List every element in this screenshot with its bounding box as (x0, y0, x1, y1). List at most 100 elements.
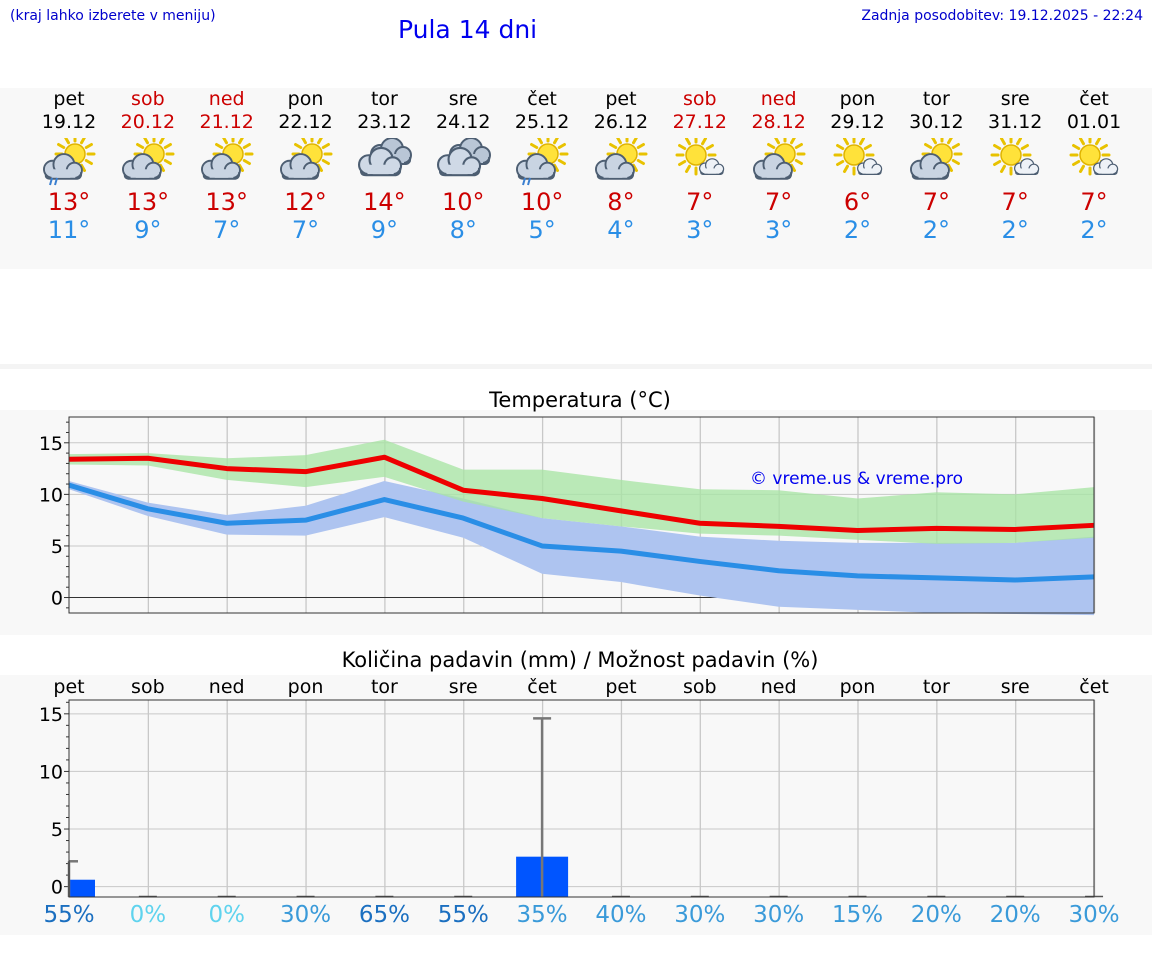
location-hint: (kraj lahko izberete v meniju) (10, 8, 216, 24)
max-temperature: 7° (1080, 188, 1108, 216)
day-of-week: ned (760, 88, 797, 110)
max-temperature: 13° (126, 188, 170, 216)
max-temperature: 7° (922, 188, 950, 216)
day-of-week: pet (605, 88, 637, 110)
day-of-week: ned (208, 88, 245, 110)
cloudy-icon (358, 138, 413, 177)
watermark: © vreme.us & vreme.pro (750, 469, 963, 489)
temperature-chart-title: Temperatura (°C) (489, 388, 671, 412)
day-column: pon 29.12 6° 2° (818, 88, 898, 244)
precip-x-label: ned (209, 676, 245, 698)
day-of-week: sob (683, 88, 717, 110)
sun-small-cloud-icon (1069, 138, 1119, 176)
precip-probability: 15% (831, 902, 884, 928)
min-temperature-line (68, 482, 1095, 583)
temperature-y-tick-label: 10 (39, 484, 63, 506)
precip-probability: 55% (43, 902, 95, 928)
sun-small-cloud-icon (990, 138, 1040, 176)
page-title: Pula 14 dni (398, 15, 538, 44)
day-of-week: pon (287, 88, 324, 110)
sun-cloud-icon (279, 138, 333, 180)
min-temperature: 7° (213, 216, 241, 244)
max-temperature: 10° (520, 188, 564, 216)
day-date: 19.12 (41, 111, 97, 133)
precip-probability: 55% (437, 902, 489, 928)
min-temperature: 9° (370, 216, 399, 244)
min-temperature: 3° (765, 216, 793, 244)
day-date: 27.12 (672, 111, 727, 133)
day-date: 25.12 (514, 111, 570, 133)
precip-x-label: sob (683, 676, 717, 698)
sun-small-cloud-icon (833, 138, 882, 176)
day-of-week: sob (131, 88, 165, 110)
precip-probability: 0% (129, 902, 167, 928)
precip-x-label: pon (288, 676, 324, 698)
forecast-band (0, 88, 1152, 269)
precip-x-label: tor (923, 676, 950, 698)
day-column: sre 31.12 7° 2° (975, 88, 1055, 244)
sun-cloud-rain-icon (516, 138, 569, 186)
min-temperature: 7° (291, 216, 320, 244)
sun-cloud-icon (752, 138, 806, 180)
day-date: 30.12 (909, 111, 964, 133)
day-of-week: čet (1079, 88, 1109, 110)
precip-y-tick-label: 5 (51, 819, 63, 841)
precip-y-tick-label: 0 (51, 877, 63, 899)
temperature-plot-frame (68, 416, 1095, 614)
max-temperature: 7° (1001, 188, 1029, 216)
day-of-week: pet (53, 88, 85, 110)
sun-cloud-icon (121, 138, 175, 180)
min-temperature: 2° (843, 216, 872, 244)
min-temperature: 5° (528, 216, 556, 244)
sun-cloud-icon (200, 138, 254, 180)
day-date: 26.12 (593, 111, 649, 133)
max-temperature: 14° (363, 188, 406, 216)
day-date: 22.12 (278, 111, 333, 133)
precip-probability: 30% (279, 902, 332, 928)
max-temperature: 8° (607, 188, 635, 216)
day-date: 31.12 (987, 111, 1043, 133)
max-temperature: 12° (284, 188, 327, 216)
sun-cloud-icon (594, 138, 648, 180)
max-temperature-line (68, 454, 1095, 533)
day-column: ned 28.12 7° 3° (739, 88, 819, 244)
precip-x-label: sre (1001, 676, 1030, 698)
precip-bar (69, 879, 95, 897)
min-temperature: 3° (686, 216, 714, 244)
day-of-week: sre (448, 88, 478, 110)
temperature-y-tick-label: 0 (51, 588, 63, 610)
day-column: tor 23.12 14° 9° (344, 88, 424, 244)
day-column: sob 20.12 13° 9° (108, 88, 188, 244)
precip-probability: 30% (674, 902, 726, 928)
precip-probability: 20% (989, 902, 1041, 928)
max-temperature: 13° (205, 188, 248, 216)
precip-probability: 35% (516, 902, 568, 928)
precip-x-label: sre (449, 676, 478, 698)
precip-y-tick-label: 15 (39, 704, 63, 726)
day-date: 24.12 (436, 111, 491, 133)
max-temperature: 13° (47, 188, 91, 216)
precip-y-tick-label: 10 (39, 761, 63, 783)
max-temperature: 10° (441, 188, 485, 216)
precip-probability: 30% (753, 902, 805, 928)
day-of-week: tor (922, 88, 950, 110)
precip-plot-area (69, 700, 1094, 897)
precip-probability: 40% (595, 902, 647, 928)
precip-probability: 20% (910, 902, 962, 928)
day-column: tor 30.12 7° 2° (896, 88, 976, 244)
day-column: pon 22.12 12° 7° (266, 88, 346, 244)
precip-x-label: čet (1079, 676, 1109, 698)
separator (0, 364, 1152, 369)
min-temperature: 2° (1001, 216, 1029, 244)
precip-probability: 65% (358, 902, 410, 928)
precip-chart-title: Količina padavin (mm) / Možnost padavin … (341, 648, 819, 672)
temperature-y-tick-label: 5 (51, 536, 63, 558)
day-column: sre 24.12 10° 8° (423, 88, 503, 244)
day-date: 29.12 (830, 111, 885, 133)
min-temperature: 2° (922, 216, 950, 244)
day-date: 23.12 (357, 111, 412, 133)
daily-forecast-strip: pet 19.12 13° 11° sob 20.12 13° 9° ned 21.12 13… (0, 88, 1152, 268)
max-temperature: 7° (686, 188, 714, 216)
day-column: ned 21.12 13° 7° (187, 88, 267, 244)
min-temperature: 2° (1080, 216, 1108, 244)
